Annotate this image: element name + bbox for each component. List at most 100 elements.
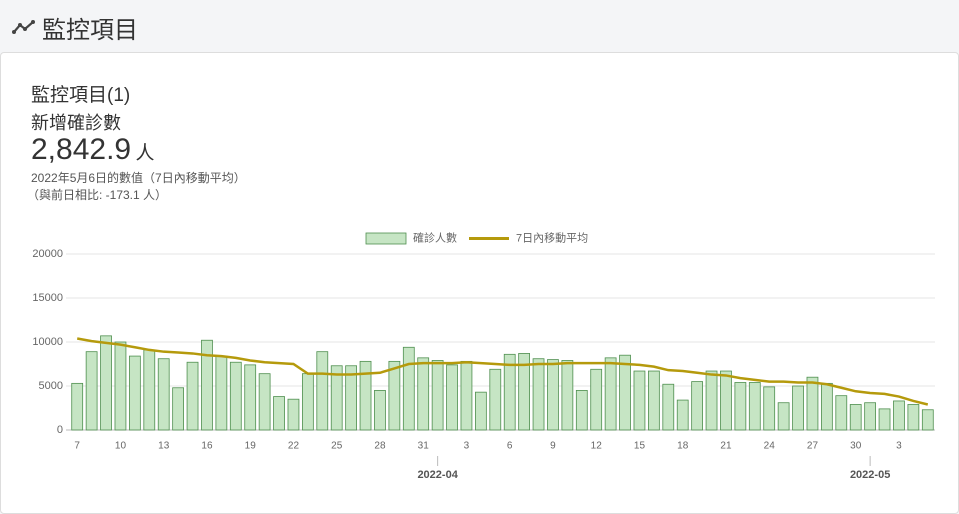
bar bbox=[330, 365, 343, 431]
bar bbox=[518, 353, 531, 431]
bar bbox=[907, 404, 920, 431]
bar bbox=[619, 354, 631, 431]
x-tick-label: 24 bbox=[764, 441, 776, 452]
x-tick-label: 28 bbox=[374, 441, 386, 452]
x-tick-label: 10 bbox=[115, 441, 127, 452]
legend-label: 7日內移動平均 bbox=[516, 230, 588, 244]
chart-icon bbox=[12, 20, 35, 34]
bar bbox=[705, 370, 718, 431]
chart: 0 5000 10000 15000 20000 7 10 13 16 19 22 25 28 31 3 6 9… bbox=[32, 230, 935, 481]
bar bbox=[100, 335, 112, 431]
bar bbox=[345, 365, 358, 431]
bar bbox=[374, 389, 386, 431]
bar bbox=[244, 364, 257, 431]
bar bbox=[604, 357, 617, 431]
bar bbox=[777, 402, 790, 431]
bar bbox=[792, 385, 804, 431]
bar bbox=[186, 361, 199, 431]
x-tick-label: 15 bbox=[634, 441, 646, 452]
x-tick-label: 21 bbox=[720, 441, 732, 452]
bar bbox=[849, 404, 862, 431]
bar bbox=[201, 339, 213, 431]
y-tick-label: 0 bbox=[57, 424, 63, 436]
bar bbox=[157, 358, 170, 431]
bar bbox=[720, 370, 732, 431]
bar bbox=[748, 382, 761, 431]
bar bbox=[633, 370, 646, 431]
bar bbox=[460, 360, 473, 431]
month-label: 2022-05 bbox=[850, 469, 890, 481]
bar bbox=[489, 368, 502, 431]
bar bbox=[676, 399, 689, 431]
header-title: 監控項目 bbox=[42, 17, 138, 44]
bar bbox=[691, 381, 704, 431]
bar bbox=[71, 382, 84, 431]
x-tick-label: 31 bbox=[418, 441, 430, 452]
legend-label: 確診人數 bbox=[413, 230, 457, 244]
bar bbox=[359, 360, 372, 431]
bar bbox=[561, 360, 574, 431]
metric-name: 新增確診數 bbox=[31, 113, 121, 133]
y-tick-label: 20000 bbox=[32, 248, 63, 260]
bar bbox=[878, 408, 891, 431]
x-tick-label: 13 bbox=[158, 441, 170, 452]
y-tick-label: 15000 bbox=[32, 292, 63, 304]
bar bbox=[820, 382, 833, 431]
x-tick-label: 27 bbox=[807, 441, 819, 452]
bar bbox=[864, 402, 877, 431]
y-tick-label: 10000 bbox=[32, 336, 63, 348]
bar bbox=[431, 360, 444, 431]
bar bbox=[474, 391, 487, 431]
bar bbox=[547, 359, 559, 431]
metric-value: 2,842.9 bbox=[31, 133, 132, 166]
x-tick-label: 30 bbox=[850, 441, 862, 452]
bar bbox=[417, 357, 430, 431]
bar bbox=[806, 376, 819, 431]
x-tick-label: 18 bbox=[677, 441, 689, 452]
metric-change: （與前日相比: -173.1 人） bbox=[27, 188, 168, 202]
x-tick-label: 25 bbox=[331, 441, 343, 452]
bar bbox=[647, 370, 660, 431]
month-label: 2022-04 bbox=[417, 469, 458, 481]
x-tick-label: 3 bbox=[464, 441, 470, 452]
bar bbox=[215, 355, 228, 431]
x-tick-label: 6 bbox=[507, 441, 513, 452]
bar bbox=[143, 349, 156, 431]
bar bbox=[662, 383, 675, 431]
bar bbox=[273, 396, 285, 431]
bar bbox=[575, 389, 588, 431]
bar bbox=[128, 355, 141, 431]
bar bbox=[532, 358, 545, 431]
line bbox=[76, 337, 929, 406]
x-tick-label: 7 bbox=[74, 441, 80, 452]
y-tick-label: 5000 bbox=[39, 380, 63, 392]
bar bbox=[446, 364, 458, 431]
bar bbox=[229, 361, 242, 431]
bar bbox=[893, 400, 905, 431]
bar bbox=[258, 373, 271, 431]
header: 監控項目 bbox=[0, 0, 959, 50]
card-title: 監控項目(1) bbox=[31, 85, 131, 106]
x-tick-label: 22 bbox=[288, 441, 300, 452]
x-tick-label: 16 bbox=[201, 441, 213, 452]
metric-unit: 人 bbox=[135, 143, 155, 164]
bar bbox=[114, 341, 127, 431]
bar bbox=[590, 368, 603, 431]
bar bbox=[503, 353, 516, 431]
bar bbox=[301, 373, 314, 431]
x-tick-label: 9 bbox=[550, 441, 556, 452]
bar bbox=[287, 398, 300, 431]
bar bbox=[835, 395, 848, 431]
bar bbox=[172, 387, 185, 431]
x-tick-label: 19 bbox=[245, 441, 257, 452]
bar bbox=[734, 382, 747, 431]
x-tick-label: 3 bbox=[896, 441, 902, 452]
bar bbox=[316, 351, 329, 431]
bar bbox=[763, 386, 776, 431]
bar bbox=[402, 346, 415, 431]
metric-note: 2022年5月6日的數值（7日內移動平均） bbox=[31, 171, 246, 185]
x-tick-label: 12 bbox=[591, 441, 603, 452]
bar bbox=[388, 360, 401, 431]
bar bbox=[921, 409, 934, 431]
